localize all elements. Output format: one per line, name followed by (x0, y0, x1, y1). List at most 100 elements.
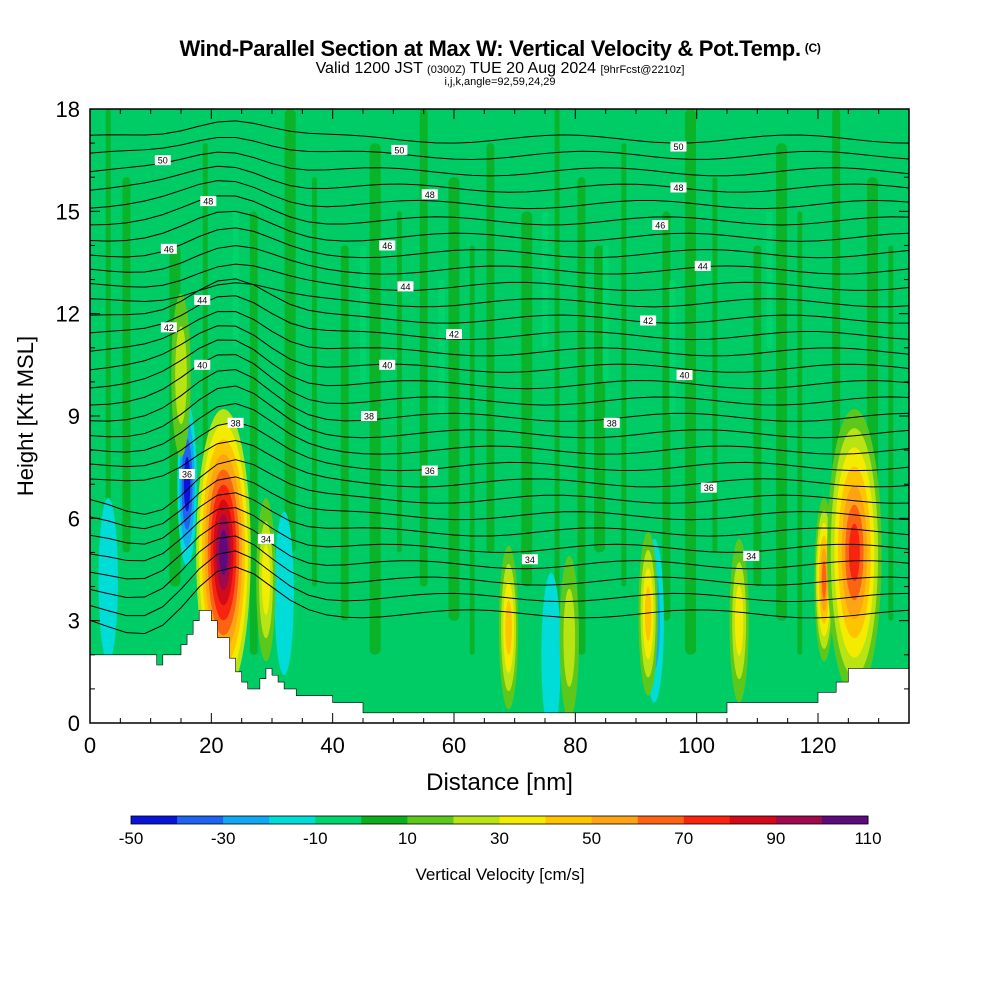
isentrope-label: 34 (525, 555, 535, 565)
chart-title: Wind-Parallel Section at Max W: Vertical… (0, 36, 1000, 62)
isentrope-line (90, 507, 909, 562)
isentrope-label-box (200, 196, 217, 207)
colorbar-tick-label: -30 (211, 829, 236, 848)
isentrope-label-box (603, 417, 620, 428)
colorbar-swatch (499, 816, 547, 824)
terrain-outline (90, 610, 909, 714)
streak-updraft (712, 177, 718, 553)
isentrope-line (90, 165, 909, 193)
y-tick-label: 6 (68, 506, 80, 531)
streak-updraft (340, 245, 349, 621)
isentrope-line (90, 402, 909, 455)
x-tick-label: 40 (320, 733, 344, 758)
isentrope-line (90, 550, 909, 617)
isentrope-label-box (194, 359, 211, 370)
isentrope-line (90, 385, 909, 439)
isentrope-line (90, 535, 909, 598)
field-streaks (105, 109, 894, 655)
streak-downdraft (541, 211, 549, 348)
isentropes (90, 120, 909, 635)
isentrope-label-box (391, 144, 408, 155)
y-axis-label: Height [Kft MSL] (13, 336, 38, 496)
isentrope-line (90, 151, 909, 177)
isentrope-label-box (257, 533, 274, 544)
colorbar-tick-label: -50 (119, 829, 144, 848)
isentrope-line (90, 492, 909, 545)
isentrope-label: 48 (203, 197, 213, 207)
colorbar-swatch (315, 816, 362, 824)
isentrope-label: 34 (261, 534, 271, 544)
colorbar-tick-label: 90 (766, 829, 785, 848)
colorbar-label: Vertical Velocity [cm/s] (415, 865, 584, 884)
isentrope-label: 42 (164, 323, 174, 333)
isentrope-line (90, 295, 909, 341)
colorbar-tick-label: 10 (398, 829, 417, 848)
isentrope-label-box (640, 315, 657, 326)
streak-updraft (685, 109, 697, 655)
colorbar-tick-label: 70 (674, 829, 693, 848)
isentrope-line (90, 566, 909, 635)
colorbar-swatch (821, 816, 869, 824)
streak-updraft (753, 245, 762, 587)
isentrope-label: 48 (673, 183, 683, 193)
cell-contour (563, 588, 576, 687)
colorbar-tick-label: 30 (490, 829, 509, 848)
colorbar-frame (130, 815, 869, 825)
streak-updraft (554, 109, 560, 621)
colorbar-swatch (775, 816, 823, 824)
forecast-info: [9hrFcst@2210z] (600, 64, 685, 76)
colorbar-swatch (223, 816, 270, 824)
isentrope-line (90, 325, 909, 373)
isentrope-label: 42 (449, 330, 459, 340)
valid-date: TUE 20 Aug 2024 (469, 60, 597, 77)
cell-contour (734, 585, 744, 656)
isentrope-line (90, 521, 909, 580)
isentrope-label-box (670, 182, 687, 193)
colorbar-swatch (683, 816, 731, 824)
streak-downdraft (359, 245, 367, 382)
colorbar-swatch (453, 816, 500, 824)
x-tick-label: 0 (84, 733, 96, 758)
cell-contour (274, 511, 294, 676)
isentrope-label: 44 (197, 296, 207, 306)
streak-downdraft (438, 279, 445, 416)
updraft-cell (559, 555, 579, 720)
isentrope-line (90, 459, 909, 515)
isentrope-line (90, 195, 909, 226)
isentrope-label-box (521, 554, 538, 565)
streak-updraft (486, 143, 495, 553)
colorbar-swatch (361, 816, 408, 824)
y-tick-label: 9 (68, 404, 80, 429)
colorbar-tick-label: -10 (303, 829, 328, 848)
cell-contour (505, 600, 512, 655)
x-tick-label: 80 (563, 733, 587, 758)
streak-updraft (469, 245, 475, 655)
isentrope-label-box (160, 322, 177, 333)
streak-updraft (419, 109, 428, 587)
isentrope-label: 38 (231, 418, 241, 428)
colorbar-swatch (407, 816, 454, 824)
colorbar-swatch (545, 816, 593, 824)
isentrope-line (90, 120, 909, 144)
streak-updraft (621, 143, 627, 587)
isentrope-label: 50 (158, 156, 168, 166)
downdraft-cell (274, 511, 294, 676)
y-tick-label: 0 (68, 711, 80, 736)
colorbar-swatch (729, 816, 777, 824)
colorbar: -50 -30 -10 10 30 50 70 90 110 Vertical Velocity … (119, 815, 882, 884)
isentrope-label-box (743, 550, 760, 561)
copyright-mark: (C) (804, 41, 821, 55)
x-tick-label: 60 (442, 733, 466, 758)
colorbar-swatch (591, 816, 639, 824)
streak-updraft (662, 211, 671, 621)
isentrope-line (90, 439, 909, 488)
updraft-cell (729, 538, 749, 703)
isentrope-line (90, 278, 909, 324)
isentrope-label-box (397, 281, 414, 292)
streak-updraft (396, 211, 402, 553)
isentrope-label-box (227, 417, 244, 428)
colorbar-swatch (131, 816, 178, 824)
colorbar-tick-label: 110 (854, 829, 881, 848)
isentrope-label-box (676, 370, 693, 381)
